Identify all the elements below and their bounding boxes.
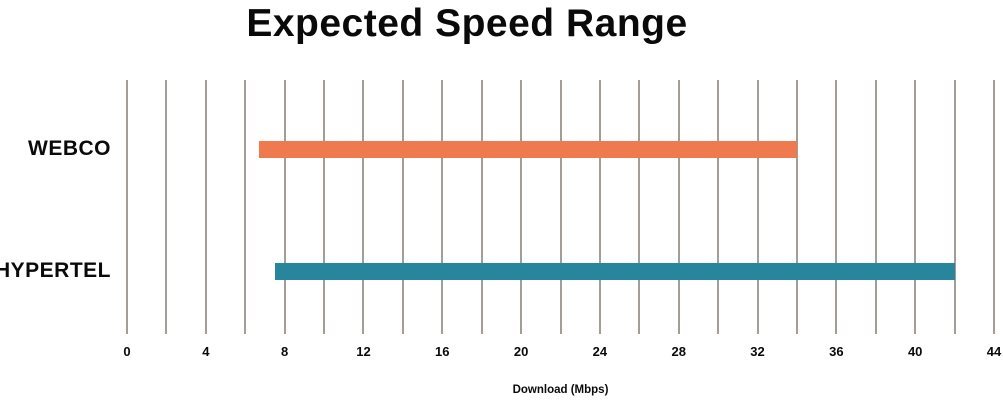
y-axis-category-labels: WEBCO HYPERTEL <box>0 80 113 334</box>
x-tick-label-32: 32 <box>750 344 765 359</box>
x-tick-label-20: 20 <box>513 344 529 359</box>
gridline-x-10 <box>323 80 326 334</box>
category-label-hypertel: HYPERTEL <box>0 258 111 282</box>
gridline-x-12 <box>362 80 365 334</box>
gridline-x-26 <box>638 80 641 334</box>
x-tick-label-16: 16 <box>435 344 450 359</box>
gridline-x-0 <box>126 80 128 334</box>
range-bar-webco <box>259 141 797 158</box>
x-tick-label-4: 4 <box>202 344 210 359</box>
x-tick-label-28: 28 <box>671 344 686 359</box>
gridline-x-20 <box>520 80 523 334</box>
x-tick-label-36: 36 <box>829 344 844 359</box>
gridline-x-32 <box>756 80 759 334</box>
x-tick-label-44: 44 <box>986 344 1002 359</box>
gridline-x-8 <box>283 80 286 334</box>
x-axis-tick-labels: 0 4 8 12 16 20 24 28 32 36 40 44 <box>123 344 1001 362</box>
plot-area <box>126 80 995 334</box>
gridline-x-28 <box>677 80 680 334</box>
gridline-x-14 <box>401 80 404 334</box>
x-tick-label-0: 0 <box>123 344 131 359</box>
gridline-x-36 <box>835 80 838 334</box>
gridline-x-34 <box>795 80 798 334</box>
x-tick-label-24: 24 <box>592 344 608 359</box>
chart-title: Expected Speed Range <box>246 2 688 45</box>
gridline-x-18 <box>480 80 483 334</box>
gridline-x-44 <box>993 80 995 334</box>
gridline-x-38 <box>874 80 877 334</box>
gridline-x-6 <box>244 80 247 334</box>
gridline-x-22 <box>559 80 562 334</box>
gridline-x-40 <box>914 80 917 334</box>
gridline-x-2 <box>165 80 168 334</box>
gridline-x-24 <box>598 80 601 334</box>
x-axis-title: Download (Mbps) <box>512 384 609 396</box>
x-tick-label-40: 40 <box>907 344 923 359</box>
x-tick-label-8: 8 <box>281 344 289 359</box>
category-label-webco: WEBCO <box>28 136 111 160</box>
gridline-x-4 <box>204 80 207 334</box>
gridline-x-16 <box>441 80 444 334</box>
x-tick-label-12: 12 <box>356 344 371 359</box>
range-bar-hypertel <box>274 263 955 280</box>
gridline-x-30 <box>717 80 720 334</box>
gridline-x-42 <box>953 80 956 334</box>
